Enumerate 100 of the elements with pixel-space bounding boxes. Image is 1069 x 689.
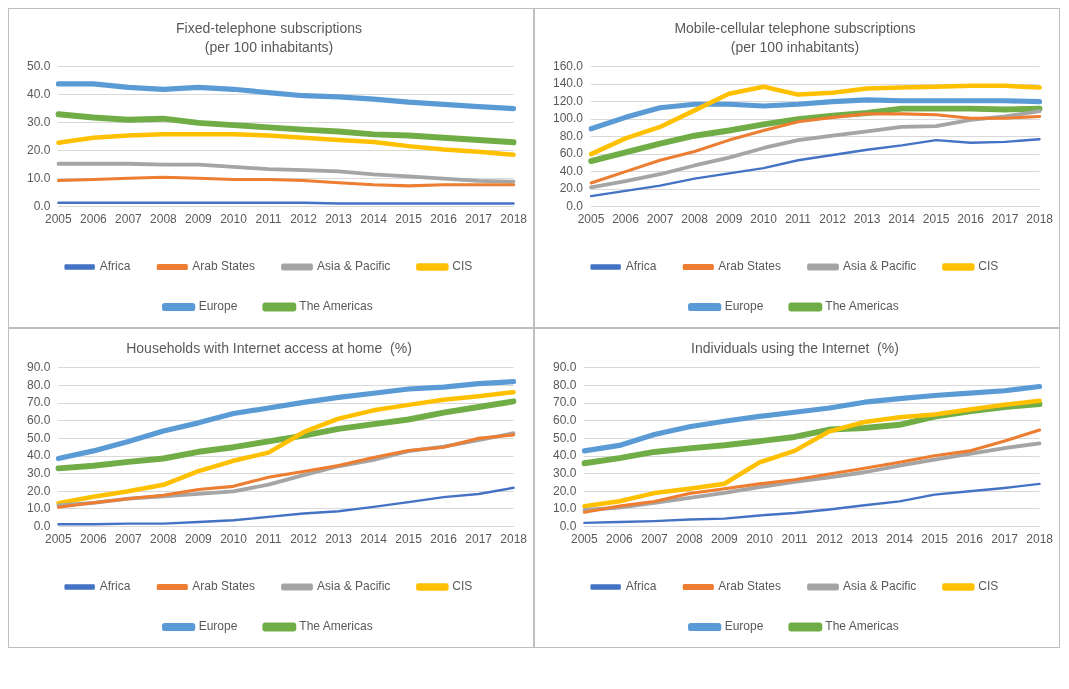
x-tick-label: 2012	[290, 212, 318, 227]
x-tick-label: 2008	[681, 212, 709, 227]
y-tick-label: 70.0	[27, 395, 51, 410]
y-tick-label: 160.0	[553, 58, 584, 73]
y-tick-label: 60.0	[553, 413, 577, 428]
x-tick-label: 2016	[430, 532, 458, 547]
x-tick-label: 2009	[185, 212, 213, 227]
x-tick-label: 2018	[500, 212, 528, 227]
y-tick-label: 60.0	[559, 146, 584, 161]
y-tick-label: 10.0	[27, 170, 51, 185]
legend-label: CIS	[452, 579, 473, 594]
y-tick-label: 30.0	[27, 465, 51, 480]
x-tick-label: 2005	[45, 212, 73, 227]
x-tick-label: 2005	[45, 532, 73, 547]
x-tick-label: 2013	[325, 212, 353, 227]
x-tick-label: 2008	[150, 212, 178, 227]
legend-label: Arab States	[718, 579, 782, 594]
y-tick-label: 50.0	[27, 430, 51, 445]
legend-label: The Americas	[299, 299, 373, 314]
legend-label: Asia & Pacific	[317, 579, 391, 594]
legend-label: The Americas	[299, 619, 373, 634]
y-tick-label: 20.0	[27, 142, 51, 157]
y-tick-label: 140.0	[553, 76, 584, 91]
legend-label: The Americas	[825, 619, 899, 634]
x-tick-label: 2016	[430, 212, 458, 227]
x-tick-label: 2016	[956, 532, 984, 547]
x-tick-label: 2014	[888, 212, 916, 227]
y-tick-label: 90.0	[27, 360, 51, 375]
x-tick-label: 2013	[853, 212, 881, 227]
x-tick-label: 2014	[360, 212, 388, 227]
chart-subtitle: (per 100 inhabitants)	[204, 39, 334, 56]
y-tick-label: 20.0	[27, 483, 51, 498]
x-tick-label: 2017	[465, 532, 493, 547]
x-tick-label: 2017	[465, 212, 493, 227]
x-tick-label: 2011	[781, 532, 808, 547]
x-tick-label: 2015	[921, 532, 949, 547]
x-tick-label: 2005	[571, 532, 599, 547]
x-tick-label: 2006	[80, 532, 108, 547]
x-tick-label: 2008	[676, 532, 704, 547]
x-tick-label: 2012	[819, 212, 847, 227]
x-tick-label: 2009	[715, 212, 743, 227]
y-tick-label: 0.0	[559, 518, 577, 533]
legend-label: Arab States	[192, 259, 256, 274]
legend-label: Europe	[198, 299, 238, 314]
y-tick-label: 20.0	[553, 483, 577, 498]
legend-label: Europe	[724, 619, 764, 634]
legend-label: Africa	[625, 579, 657, 594]
x-tick-label: 2014	[360, 532, 388, 547]
x-tick-label: 2016	[957, 212, 985, 227]
legend-label: CIS	[452, 259, 473, 274]
y-tick-label: 0.0	[33, 518, 51, 533]
x-tick-label: 2010	[746, 532, 774, 547]
y-tick-label: 30.0	[553, 465, 577, 480]
y-tick-label: 120.0	[553, 93, 584, 108]
y-tick-label: 60.0	[27, 413, 51, 428]
x-tick-label: 2017	[991, 212, 1019, 227]
y-tick-label: 80.0	[559, 128, 584, 143]
y-tick-label: 30.0	[27, 114, 51, 129]
x-tick-label: 2017	[991, 532, 1019, 547]
chart-title: Individuals using the Internet (%)	[691, 340, 899, 357]
x-tick-label: 2010	[750, 212, 778, 227]
x-tick-label: 2010	[220, 532, 248, 547]
legend-label: The Americas	[825, 299, 899, 314]
legend-label: CIS	[978, 579, 999, 594]
x-tick-label: 2011	[255, 532, 282, 547]
chart-title: Households with Internet access at home (%)	[126, 340, 412, 357]
legend-label: Africa	[625, 259, 657, 274]
x-tick-label: 2013	[325, 532, 353, 547]
y-tick-label: 70.0	[553, 395, 577, 410]
x-tick-label: 2015	[922, 212, 950, 227]
y-tick-label: 50.0	[553, 430, 577, 445]
y-tick-label: 100.0	[553, 111, 584, 126]
x-tick-label: 2007	[115, 212, 143, 227]
y-tick-label: 40.0	[27, 448, 51, 463]
y-tick-label: 40.0	[27, 86, 51, 101]
x-tick-label: 2006	[612, 212, 640, 227]
y-tick-label: 20.0	[559, 181, 584, 196]
legend-label: Asia & Pacific	[843, 579, 917, 594]
x-tick-label: 2014	[886, 532, 914, 547]
y-tick-label: 10.0	[27, 501, 51, 516]
x-tick-label: 2009	[711, 532, 739, 547]
legend-label: Africa	[99, 579, 131, 594]
y-tick-label: 10.0	[553, 501, 577, 516]
legend-label: Europe	[724, 299, 764, 314]
y-tick-label: 50.0	[27, 58, 51, 73]
y-tick-label: 40.0	[559, 163, 584, 178]
y-tick-label: 90.0	[553, 360, 577, 375]
x-tick-label: 2018	[1026, 212, 1054, 227]
x-tick-label: 2012	[816, 532, 844, 547]
y-tick-label: 40.0	[553, 448, 577, 463]
x-tick-label: 2013	[851, 532, 879, 547]
x-tick-label: 2011	[785, 212, 812, 227]
legend-label: Europe	[198, 619, 238, 634]
x-tick-label: 2007	[115, 532, 143, 547]
y-tick-label: 80.0	[27, 377, 51, 392]
chart-subtitle: (per 100 inhabitants)	[730, 39, 860, 56]
x-tick-label: 2011	[255, 212, 282, 227]
legend-label: Asia & Pacific	[843, 259, 917, 274]
x-tick-label: 2010	[220, 212, 248, 227]
y-tick-label: 0.0	[33, 198, 51, 213]
